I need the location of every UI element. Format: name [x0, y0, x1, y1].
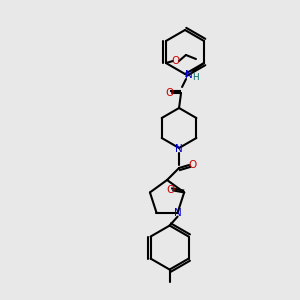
Text: O: O [172, 56, 180, 66]
Text: O: O [166, 185, 174, 195]
Text: O: O [188, 160, 196, 170]
Text: N: N [185, 70, 193, 80]
Text: H: H [192, 74, 198, 82]
Text: N: N [175, 144, 183, 154]
Text: O: O [165, 88, 173, 98]
Text: N: N [174, 208, 182, 218]
